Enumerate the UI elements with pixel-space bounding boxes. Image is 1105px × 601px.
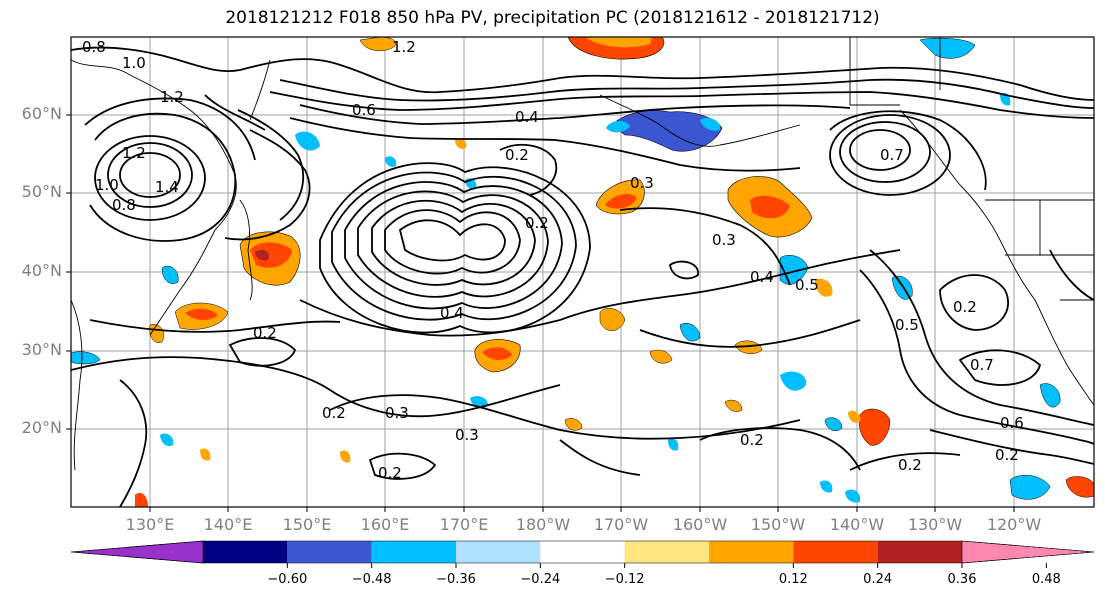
colorbar-segment (540, 541, 625, 563)
contour-label: 0.2 (898, 456, 922, 474)
lon-label: 160°E (360, 515, 410, 534)
colorbar-segment (371, 541, 456, 563)
colorbar-tick-label: 0.60 (1101, 572, 1105, 587)
contour-label: 0.2 (322, 404, 346, 422)
lon-label: 140°W (829, 515, 885, 534)
lat-label: 40°N (21, 261, 62, 280)
colorbar-segment (709, 541, 794, 563)
contour-label: 0.6 (352, 101, 376, 119)
lon-label: 150°E (282, 515, 332, 534)
contour-labels: 0.8 1.0 1.2 1.4 1.2 1.0 0.8 1.2 0.6 0.4 … (82, 38, 1024, 482)
contour-label: 1.4 (155, 178, 179, 196)
contour-label: 0.3 (385, 404, 409, 422)
lat-label: 20°N (21, 418, 62, 437)
contour-label: 0.4 (440, 304, 464, 322)
lat-label: 50°N (21, 182, 62, 201)
contour-label: 1.2 (122, 144, 146, 162)
map-title: 2018121212 F018 850 hPa PV, precipitatio… (225, 8, 880, 28)
colorbar-segment (203, 541, 288, 563)
lon-label: 170°W (593, 515, 649, 534)
colorbar-tick-label: 0.36 (947, 572, 977, 587)
contour-label: 0.2 (995, 446, 1019, 464)
contour-label: 0.2 (378, 464, 402, 482)
colorbar-segment (877, 541, 962, 563)
lon-label: 160°W (672, 515, 728, 534)
contour-label: 0.2 (525, 214, 549, 232)
contour-label: 0.8 (112, 196, 136, 214)
lon-label: 130°E (125, 515, 175, 534)
coastlines (71, 37, 1094, 471)
colorbar-segment (456, 541, 541, 563)
colorbar-tick-label: −0.48 (351, 572, 392, 587)
lon-label: 130°W (907, 515, 963, 534)
colorbar-tick-label: −0.12 (604, 572, 645, 587)
contour-label: 0.3 (630, 174, 654, 192)
lon-label: 180°W (515, 515, 571, 534)
lat-label: 30°N (21, 340, 62, 359)
contour-label: 1.0 (95, 176, 119, 194)
colorbar-extend-min (70, 540, 204, 564)
contour-label: 0.4 (515, 108, 539, 126)
contour-label: 0.2 (505, 146, 529, 164)
precip-shading (71, 37, 1094, 507)
contour-label: 1.2 (392, 38, 416, 56)
colorbar-extend-max (961, 540, 1095, 564)
contour-label: 0.7 (880, 146, 904, 164)
colorbar-tick-label: −0.60 (267, 572, 308, 587)
contour-label: 0.2 (740, 431, 764, 449)
contour-label: 0.6 (1000, 414, 1024, 432)
contour-label: 0.3 (455, 426, 479, 444)
lon-label: 120°W (986, 515, 1042, 534)
contour-label: 0.8 (82, 38, 106, 56)
tick-marks (66, 114, 1015, 512)
colorbar-segment (287, 541, 372, 563)
contour-label: 0.5 (795, 276, 819, 294)
lon-label: 170°E (439, 515, 489, 534)
contour-label: 1.0 (122, 54, 146, 72)
lat-label: 60°N (21, 104, 62, 123)
contour-label: 0.4 (750, 268, 774, 286)
colorbar-tick-label: 0.24 (863, 572, 893, 587)
contour-label: 0.2 (253, 324, 277, 342)
colorbar-tick-label: 0.48 (1031, 572, 1061, 587)
contour-label: 1.2 (160, 88, 184, 106)
colorbar-segment (624, 541, 709, 563)
colorbar-outline (70, 540, 1095, 564)
contour-label: 0.5 (895, 316, 919, 334)
colorbar-tick-label: 0.12 (778, 572, 808, 587)
colorbar-segment (793, 541, 878, 563)
pv-contours (71, 46, 1094, 507)
lon-label: 150°W (750, 515, 806, 534)
colorbar-tick-label: −0.36 (436, 572, 476, 587)
lon-label: 140°E (203, 515, 253, 534)
contour-label: 0.2 (953, 298, 977, 316)
contour-label: 0.7 (970, 356, 994, 374)
colorbar-tick-label: −0.24 (520, 572, 561, 587)
contour-label: 0.3 (712, 231, 736, 249)
